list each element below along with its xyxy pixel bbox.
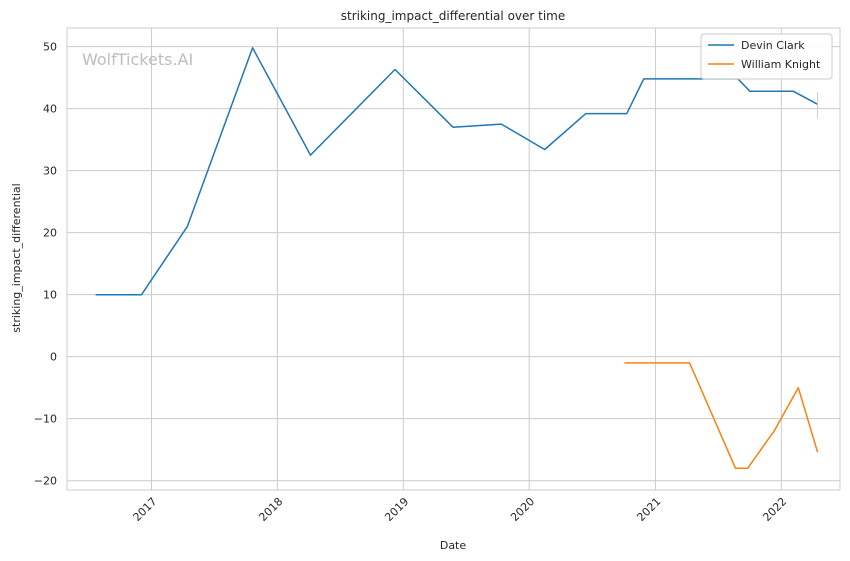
y-tick-label: 0 — [50, 351, 57, 364]
x-axis-ticks: 2017 2018 2019 2020 2021 2022 — [131, 495, 790, 524]
series-line-2 — [624, 362, 819, 470]
y-tick-label: 50 — [43, 41, 57, 54]
y-tick-label: 20 — [43, 227, 57, 240]
y-tick-label: −10 — [34, 413, 57, 426]
y-axis-ticks: −20 −10 0 10 20 30 40 50 — [34, 41, 57, 488]
legend-label: William Knight — [741, 58, 821, 71]
legend-label: Devin Clark — [741, 39, 805, 52]
y-axis-label: striking_impact_differential — [10, 183, 23, 332]
grid-lines — [67, 28, 840, 490]
y-tick-label: 30 — [43, 165, 57, 178]
x-tick-label: 2022 — [760, 495, 789, 524]
x-tick-label: 2020 — [508, 495, 537, 524]
x-tick-label: 2017 — [131, 495, 160, 524]
series-layer — [95, 47, 819, 470]
y-tick-label: 10 — [43, 289, 57, 302]
y-tick-label: 40 — [43, 103, 57, 116]
watermark-text: WolfTickets.AI — [82, 50, 193, 69]
series-line-1 — [95, 47, 818, 296]
y-tick-label: −20 — [34, 475, 57, 488]
x-axis-label: Date — [440, 539, 467, 552]
legend: Devin Clark William Knight — [700, 33, 833, 80]
plot-frame — [66, 27, 841, 491]
chart-title: striking_impact_differential over time — [341, 9, 566, 23]
x-tick-label: 2018 — [256, 495, 285, 524]
x-tick-label: 2019 — [382, 495, 411, 524]
x-tick-label: 2021 — [634, 495, 663, 524]
